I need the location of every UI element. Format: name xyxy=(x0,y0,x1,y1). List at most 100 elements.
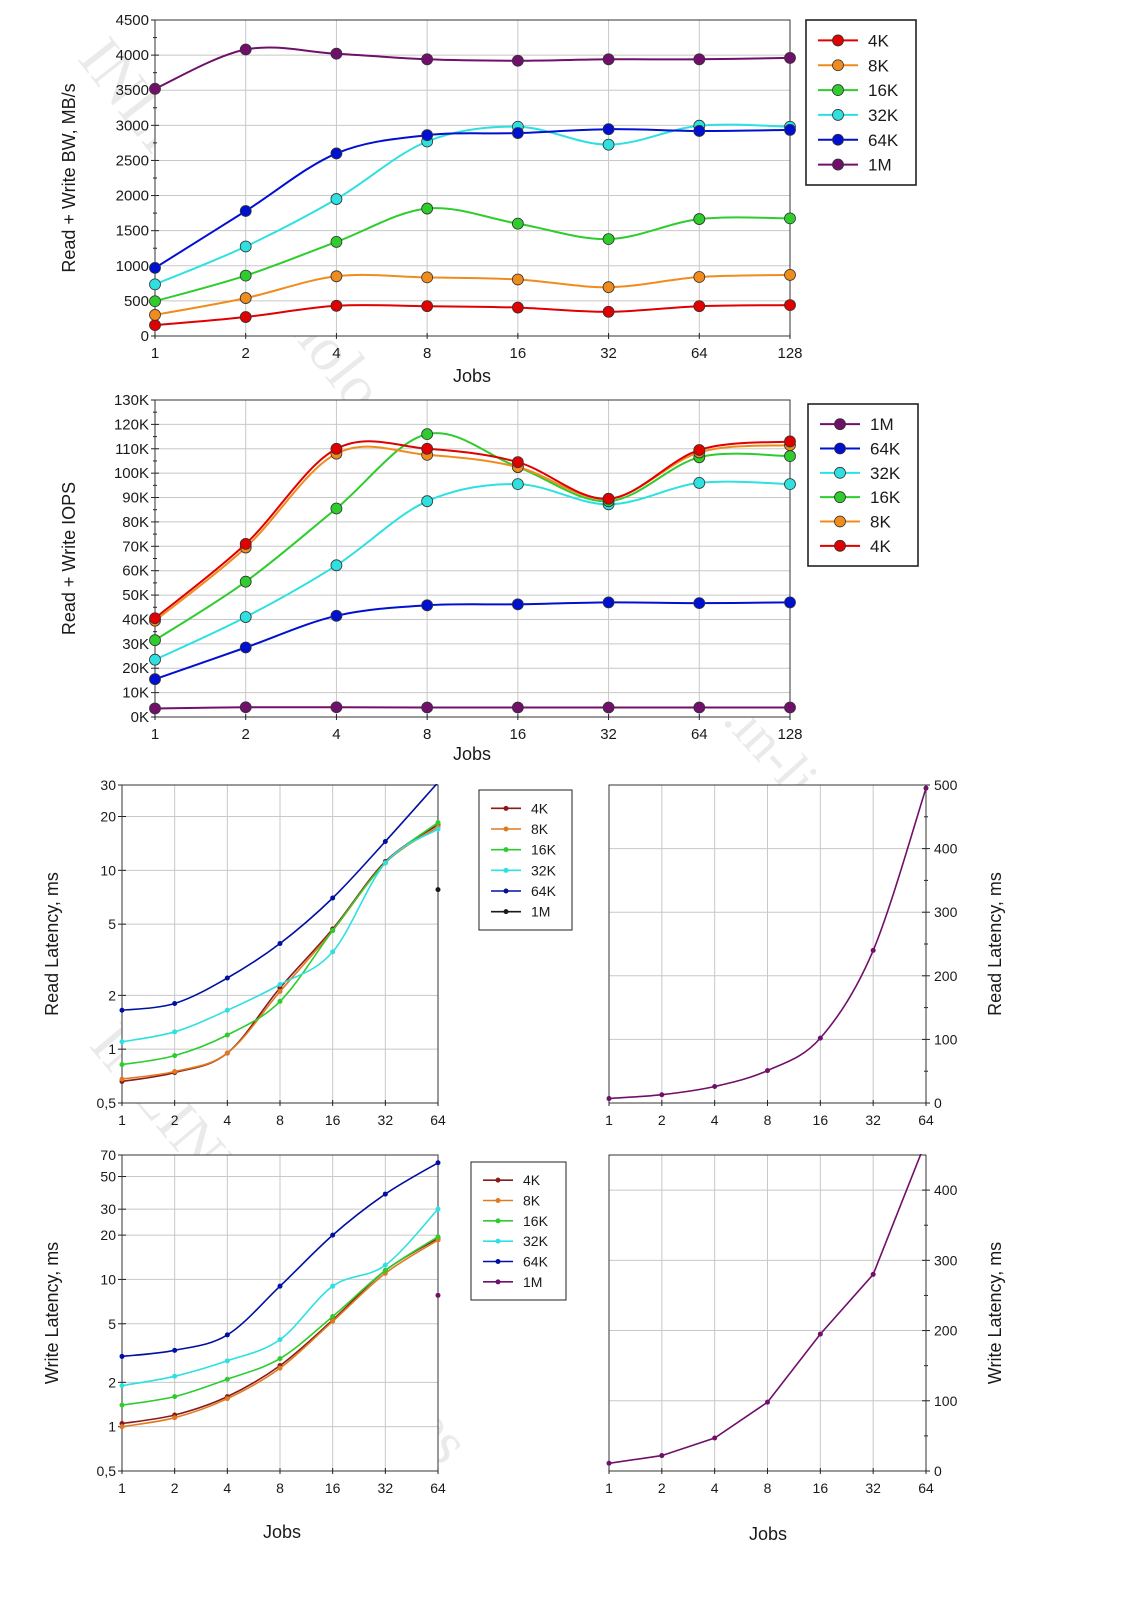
legend-label-8K: 8K xyxy=(523,1193,541,1209)
x-tick-label: 8 xyxy=(423,726,431,743)
data-point-4K xyxy=(784,435,796,448)
data-point-64K xyxy=(239,641,252,654)
plot-frame xyxy=(154,399,791,718)
data-point-1M xyxy=(659,1453,665,1459)
legend-box xyxy=(470,1161,567,1301)
data-point-32K xyxy=(330,1283,336,1289)
x-tick-label: 2 xyxy=(242,726,250,743)
x-tick-label: 16 xyxy=(510,345,527,362)
legend-label-16K: 16K xyxy=(870,488,901,507)
x-tick-label: 8 xyxy=(276,1112,284,1128)
legend-label-4K: 4K xyxy=(868,31,889,50)
data-point-16K xyxy=(119,1402,125,1408)
series-line-64K xyxy=(155,601,791,681)
y-tick-label: 500 xyxy=(934,777,958,793)
x-tick-label: 8 xyxy=(423,345,431,362)
x-tick-label: 32 xyxy=(378,1112,394,1128)
data-point-16K xyxy=(277,1356,283,1362)
y-tick-label: 50K xyxy=(122,587,149,604)
legend-label-16K: 16K xyxy=(531,842,557,858)
legend-marker-64K xyxy=(503,888,509,894)
x-tick-label: 64 xyxy=(430,1112,446,1128)
y-tick-label: 40K xyxy=(122,611,149,628)
y-tick-label: 100K xyxy=(114,465,149,482)
y-axis-label: Write Latency, ms xyxy=(42,1242,62,1384)
data-point-8K xyxy=(421,271,434,284)
x-tick-label: 2 xyxy=(658,1112,666,1128)
data-point-8K xyxy=(602,281,615,294)
data-point-4K xyxy=(149,612,161,625)
data-point-32K xyxy=(172,1373,178,1379)
legend-marker-1M xyxy=(832,158,844,171)
y-tick-label: 5 xyxy=(108,916,116,932)
data-point-64K xyxy=(239,205,252,217)
y-tick-label: 30 xyxy=(100,777,116,793)
data-point-4K xyxy=(421,442,434,455)
legend-label-4K: 4K xyxy=(870,537,891,556)
series-line-4K xyxy=(155,440,791,619)
data-point-32K xyxy=(149,653,161,666)
y-axis-label: Read Latency, ms xyxy=(985,872,1005,1016)
y-tick-label: 2 xyxy=(108,987,116,1003)
data-point-1M xyxy=(923,785,929,791)
data-point-4K xyxy=(330,299,343,312)
legend-marker-64K xyxy=(834,442,846,455)
data-point-32K xyxy=(602,138,615,151)
legend-label-8K: 8K xyxy=(870,513,891,532)
data-point-64K xyxy=(784,596,796,609)
data-point-64K xyxy=(330,609,343,622)
data-point-64K xyxy=(784,123,796,136)
data-point-32K xyxy=(421,495,434,508)
data-point-32K xyxy=(784,478,796,491)
series-line-8K xyxy=(155,273,791,316)
y-tick-label: 300 xyxy=(934,904,958,920)
y-tick-label: 2500 xyxy=(116,152,149,169)
x-tick-label: 64 xyxy=(918,1480,934,1496)
data-point-16K xyxy=(119,1062,125,1068)
x-tick-label: 8 xyxy=(764,1480,772,1496)
data-point-8K xyxy=(277,989,283,995)
y-tick-label: 30K xyxy=(122,636,149,653)
data-point-32K xyxy=(239,240,252,253)
data-point-64K xyxy=(330,1232,336,1238)
legend-marker-4K xyxy=(503,805,509,811)
y-tick-label: 1 xyxy=(108,1041,116,1057)
legend-box xyxy=(478,789,573,931)
x-tick-label: 32 xyxy=(378,1480,394,1496)
data-point-1M xyxy=(421,53,434,66)
y-tick-label: 0,5 xyxy=(97,1463,117,1479)
data-point-16K xyxy=(172,1394,178,1400)
y-tick-label: 0 xyxy=(934,1463,942,1479)
data-point-32K xyxy=(511,478,524,491)
y-tick-label: 400 xyxy=(934,1182,958,1198)
series-line-16K xyxy=(155,207,791,303)
data-point-1M xyxy=(330,701,343,714)
data-point-8K xyxy=(330,270,343,283)
data-point-16K xyxy=(172,1053,178,1059)
data-point-32K xyxy=(224,1358,230,1364)
data-point-8K xyxy=(511,273,524,286)
x-tick-label: 2 xyxy=(171,1480,179,1496)
data-point-16K xyxy=(784,450,796,462)
x-tick-label: 4 xyxy=(223,1112,231,1128)
y-tick-label: 0K xyxy=(131,709,149,726)
data-point-16K xyxy=(330,1314,336,1320)
y-tick-label: 400 xyxy=(934,841,958,857)
data-point-1M xyxy=(511,701,524,714)
data-point-64K xyxy=(511,598,524,611)
series-line-1M xyxy=(155,706,790,710)
data-point-1M xyxy=(712,1083,718,1089)
chart-bw: 0 500 1000 1500 2000 2500 3000 3500 4000 4500 1 2 4 8… xyxy=(59,12,917,386)
data-point-1M xyxy=(511,54,524,67)
data-point-1M xyxy=(330,47,343,60)
y-tick-label: 110K xyxy=(115,441,149,458)
y-tick-label: 30 xyxy=(100,1201,116,1217)
x-tick-label: 32 xyxy=(600,726,617,743)
data-point-32K xyxy=(149,278,161,291)
legend-marker-8K xyxy=(834,515,846,528)
data-point-64K xyxy=(172,1347,178,1353)
y-tick-label: 2 xyxy=(108,1374,116,1390)
legend-label-1M: 1M xyxy=(531,904,550,920)
data-point-16K xyxy=(511,217,524,230)
